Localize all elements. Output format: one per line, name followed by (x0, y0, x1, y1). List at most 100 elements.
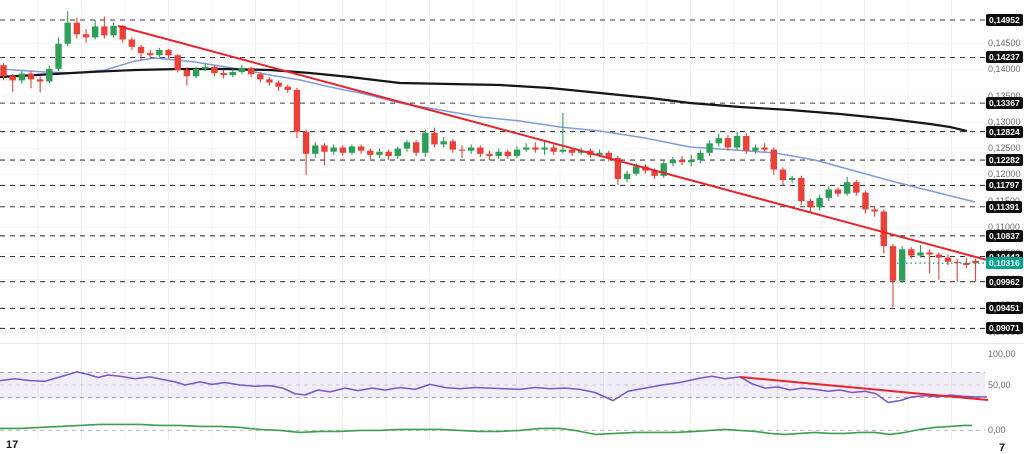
main-downtrend-line[interactable] (117, 25, 988, 261)
candle-body (376, 151, 383, 155)
candle-body (816, 197, 823, 208)
candle-body (266, 79, 273, 83)
candle-body (486, 153, 493, 156)
candle-body (513, 149, 521, 156)
candle-body (522, 147, 530, 150)
candle-body (568, 149, 576, 153)
price-tick-label: 0,14500 (988, 38, 1021, 49)
candle-body (0, 65, 7, 77)
candle-body (688, 160, 695, 163)
candle-body (165, 49, 172, 56)
date-label-left: 17 (6, 439, 19, 451)
candle-body (623, 173, 631, 179)
price-level-badge[interactable]: 0,11797 (986, 179, 1023, 192)
candle-body (495, 151, 502, 156)
candle-body (192, 68, 200, 77)
candle-body (798, 177, 805, 202)
candle-body (788, 177, 796, 181)
price-level-badge[interactable]: 0,14237 (986, 51, 1023, 64)
candle-body (302, 131, 310, 154)
price-tick-label: 0,11500 (988, 196, 1020, 207)
candle-body (678, 160, 686, 163)
price-level-badge[interactable]: 0,09962 (986, 275, 1023, 288)
candle-body (257, 74, 264, 80)
candle-body (367, 150, 374, 155)
candle-body (596, 152, 603, 155)
green-oscillator-line (0, 423, 972, 436)
price-level-badge[interactable]: 0,10837 (986, 229, 1023, 242)
candle-body (55, 43, 62, 69)
candle-body (110, 25, 117, 36)
candle-body (898, 249, 906, 281)
price-level-badge[interactable]: 0,12824 (986, 125, 1023, 138)
ma-slow-black (0, 67, 968, 133)
candle-body (807, 201, 814, 208)
price-tick-label: 0,13000 (988, 116, 1021, 127)
candle-body (73, 22, 81, 35)
candle-body (660, 163, 667, 176)
candle-body (440, 141, 447, 145)
candle-body (156, 49, 163, 56)
candle-body (825, 189, 832, 198)
candle-body (743, 135, 750, 151)
price-level-badge[interactable]: 0,09451 (986, 302, 1023, 315)
price-level-badge[interactable]: 0,14952 (986, 14, 1023, 26)
candle-body (330, 147, 337, 152)
price-tick-label: 0,12500 (988, 143, 1021, 154)
candle-body (101, 26, 108, 36)
current-price-badge: 0,10316 (986, 257, 1023, 270)
candle-body (953, 261, 961, 263)
candle-body (449, 141, 457, 150)
indicator-tick-label: 0,00 (988, 424, 1006, 435)
candle-body (82, 34, 90, 38)
candle-body (669, 160, 677, 164)
candle-body (202, 66, 209, 69)
candle-body (357, 146, 365, 151)
candle-body (697, 152, 704, 161)
price-level-badge[interactable]: 0,12282 (986, 154, 1023, 166)
price-level-badge[interactable]: 0,11391 (986, 200, 1023, 213)
rsi-line (0, 371, 987, 404)
candle-body (412, 142, 420, 153)
candle-body (431, 132, 438, 145)
candle-body (27, 73, 35, 80)
price-level-badge[interactable]: 0,09071 (986, 322, 1023, 335)
candle-body (422, 132, 429, 153)
candle-body (532, 147, 539, 150)
candle-body (211, 66, 218, 74)
candle-body (46, 68, 53, 82)
candle-body (312, 145, 319, 154)
price-tick-label: 0,11000 (988, 221, 1020, 232)
candle-body (724, 138, 732, 148)
candle-body (64, 22, 71, 44)
candle-body (761, 147, 768, 150)
candle-body (147, 53, 154, 56)
candle-body (926, 252, 933, 255)
candle-body (128, 39, 136, 47)
candle-body (541, 147, 548, 150)
candle-body (614, 158, 622, 179)
price-level-badge[interactable]: 0,13367 (986, 97, 1023, 110)
candle-body (9, 76, 16, 81)
candle-body (458, 149, 466, 151)
candle-body (339, 147, 346, 153)
candle-body (321, 145, 328, 152)
candle-body (229, 72, 236, 76)
candle-body (293, 89, 301, 132)
candle-body (385, 151, 392, 156)
candle-body (963, 262, 970, 265)
rsi-downtrend-line[interactable] (739, 376, 989, 401)
candle-body (92, 26, 99, 38)
candle-body (174, 55, 181, 70)
candle-body (972, 260, 979, 264)
candle-body (752, 147, 759, 151)
candle-body (504, 151, 512, 156)
candle-body (862, 192, 869, 210)
candle-body (605, 152, 612, 159)
price-tick-label: 0,14000 (988, 64, 1021, 75)
indicator-tick-label: 50,00 (988, 379, 1011, 390)
candle-body (275, 82, 282, 87)
candle-body (871, 209, 878, 212)
